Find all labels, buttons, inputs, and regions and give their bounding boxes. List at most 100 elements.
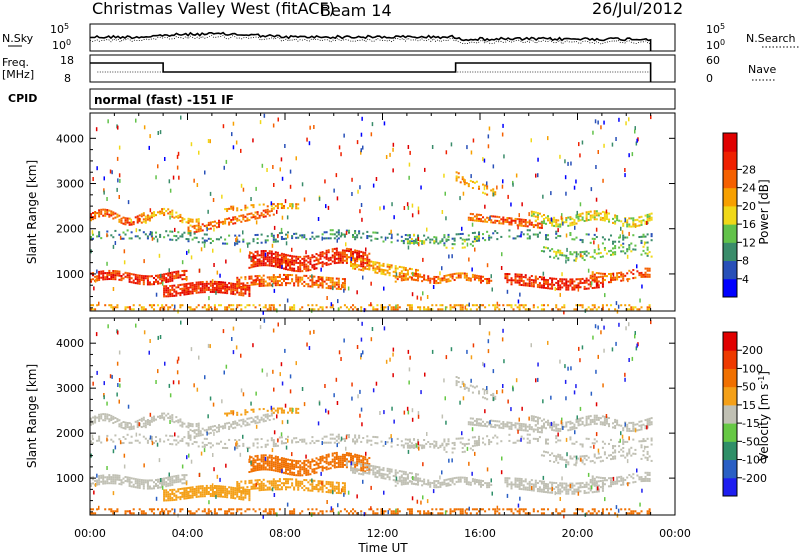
range-gate-cell [211, 240, 214, 243]
range-gate-cell [161, 279, 164, 282]
range-gate-cell [569, 253, 572, 256]
range-gate-cell [600, 125, 602, 130]
range-gate-cell [193, 232, 196, 235]
range-gate-cell [516, 279, 519, 282]
range-gate-cell [254, 211, 257, 214]
range-gate-cell [175, 276, 178, 279]
range-gate-cell [591, 304, 594, 307]
range-gate-cell [218, 430, 221, 433]
range-gate-cell [146, 279, 149, 282]
range-gate-cell [175, 481, 178, 484]
range-gate-cell [266, 168, 268, 172]
range-gate-cell [238, 293, 241, 296]
range-gate-cell [473, 274, 476, 277]
range-gate-cell [252, 138, 254, 143]
range-gate-cell [362, 145, 364, 150]
range-gate-cell [557, 284, 560, 287]
range-gate-cell [92, 438, 95, 441]
range-gate-cell [557, 286, 560, 289]
range-gate-cell [295, 232, 298, 235]
range-gate-cell [549, 221, 552, 224]
range-gate-cell [559, 253, 562, 256]
range-gate-cell [250, 197, 252, 201]
range-gate-cell [526, 225, 529, 228]
range-gate-cell [187, 282, 190, 285]
range-gate-cell [341, 251, 344, 254]
range-gate-cell [268, 419, 271, 422]
range-gate-cell [235, 140, 238, 145]
range-gate-cell [445, 444, 448, 447]
range-gate-cell [135, 118, 137, 123]
range-gate-cell [242, 230, 244, 235]
range-gate-cell [138, 482, 141, 485]
range-gate-cell [108, 478, 111, 481]
range-gate-cell [455, 437, 458, 440]
power-cbar-label: Power [dB] [757, 179, 771, 244]
range-gate-cell [256, 483, 259, 486]
range-gate-cell [100, 210, 103, 213]
range-gate-cell [122, 477, 125, 480]
range-gate-cell [407, 205, 410, 210]
range-gate-cell [307, 489, 310, 492]
range-gate-cell [364, 470, 367, 473]
range-gate-cell [150, 420, 153, 423]
range-gate-cell [622, 279, 625, 282]
range-gate-cell [551, 281, 554, 284]
range-gate-cell [90, 440, 93, 443]
range-gate-cell [469, 212, 472, 215]
range-gate-cell [183, 289, 186, 292]
range-gate-cell [301, 278, 304, 281]
range-gate-cell [248, 479, 251, 482]
range-gate-cell [486, 435, 489, 438]
range-gate-cell [307, 469, 310, 472]
range-gate-cell [280, 258, 283, 261]
range-gate-cell [211, 282, 214, 285]
range-gate-cell [358, 264, 361, 267]
range-gate-cell [276, 280, 279, 283]
range-gate-cell [327, 263, 330, 266]
range-gate-cell [224, 485, 227, 488]
range-gate-cell [291, 473, 294, 476]
range-gate-cell [327, 259, 330, 262]
range-gate-cell [116, 274, 119, 277]
range-gate-cell [532, 285, 535, 288]
range-gate-cell [612, 447, 615, 450]
range-gate-cell [526, 437, 529, 440]
range-gate-cell [486, 185, 489, 188]
range-gate-cell [266, 208, 269, 211]
range-gate-cell [638, 224, 641, 227]
range-gate-cell [234, 489, 237, 492]
range-gate-cell [482, 220, 485, 223]
range-gate-cell [478, 213, 481, 216]
range-gate-cell [382, 308, 385, 311]
range-gate-cell [197, 487, 200, 490]
range-gate-cell [595, 282, 598, 285]
range-gate-cell [211, 221, 214, 224]
range-gate-cell [362, 469, 365, 472]
range-gate-cell [213, 304, 216, 307]
range-gate-cell [126, 422, 129, 425]
range-gate-cell [350, 252, 353, 255]
range-gate-cell [400, 440, 403, 443]
power-cbar-tick-label-0: 4 [742, 273, 749, 286]
range-gate-cell [295, 478, 298, 481]
range-gate-cell [106, 476, 109, 479]
range-gate-cell [222, 124, 225, 129]
range-gate-cell [161, 414, 164, 417]
range-gate-cell [345, 464, 348, 467]
range-gate-cell [335, 235, 338, 238]
range-gate-cell [329, 233, 332, 236]
range-gate-cell [106, 261, 108, 266]
range-gate-cell [244, 420, 247, 423]
range-gate-cell [272, 484, 275, 487]
range-gate-cell [126, 424, 129, 427]
range-gate-cell [179, 216, 182, 219]
range-gate-cell [218, 495, 221, 498]
range-gate-cell [343, 249, 346, 252]
range-gate-cell [104, 214, 107, 217]
range-gate-cell [646, 233, 649, 236]
range-gate-cell [234, 493, 237, 496]
range-gate-cell [132, 281, 135, 284]
range-gate-cell [522, 284, 525, 287]
range-gate-cell [561, 217, 564, 220]
